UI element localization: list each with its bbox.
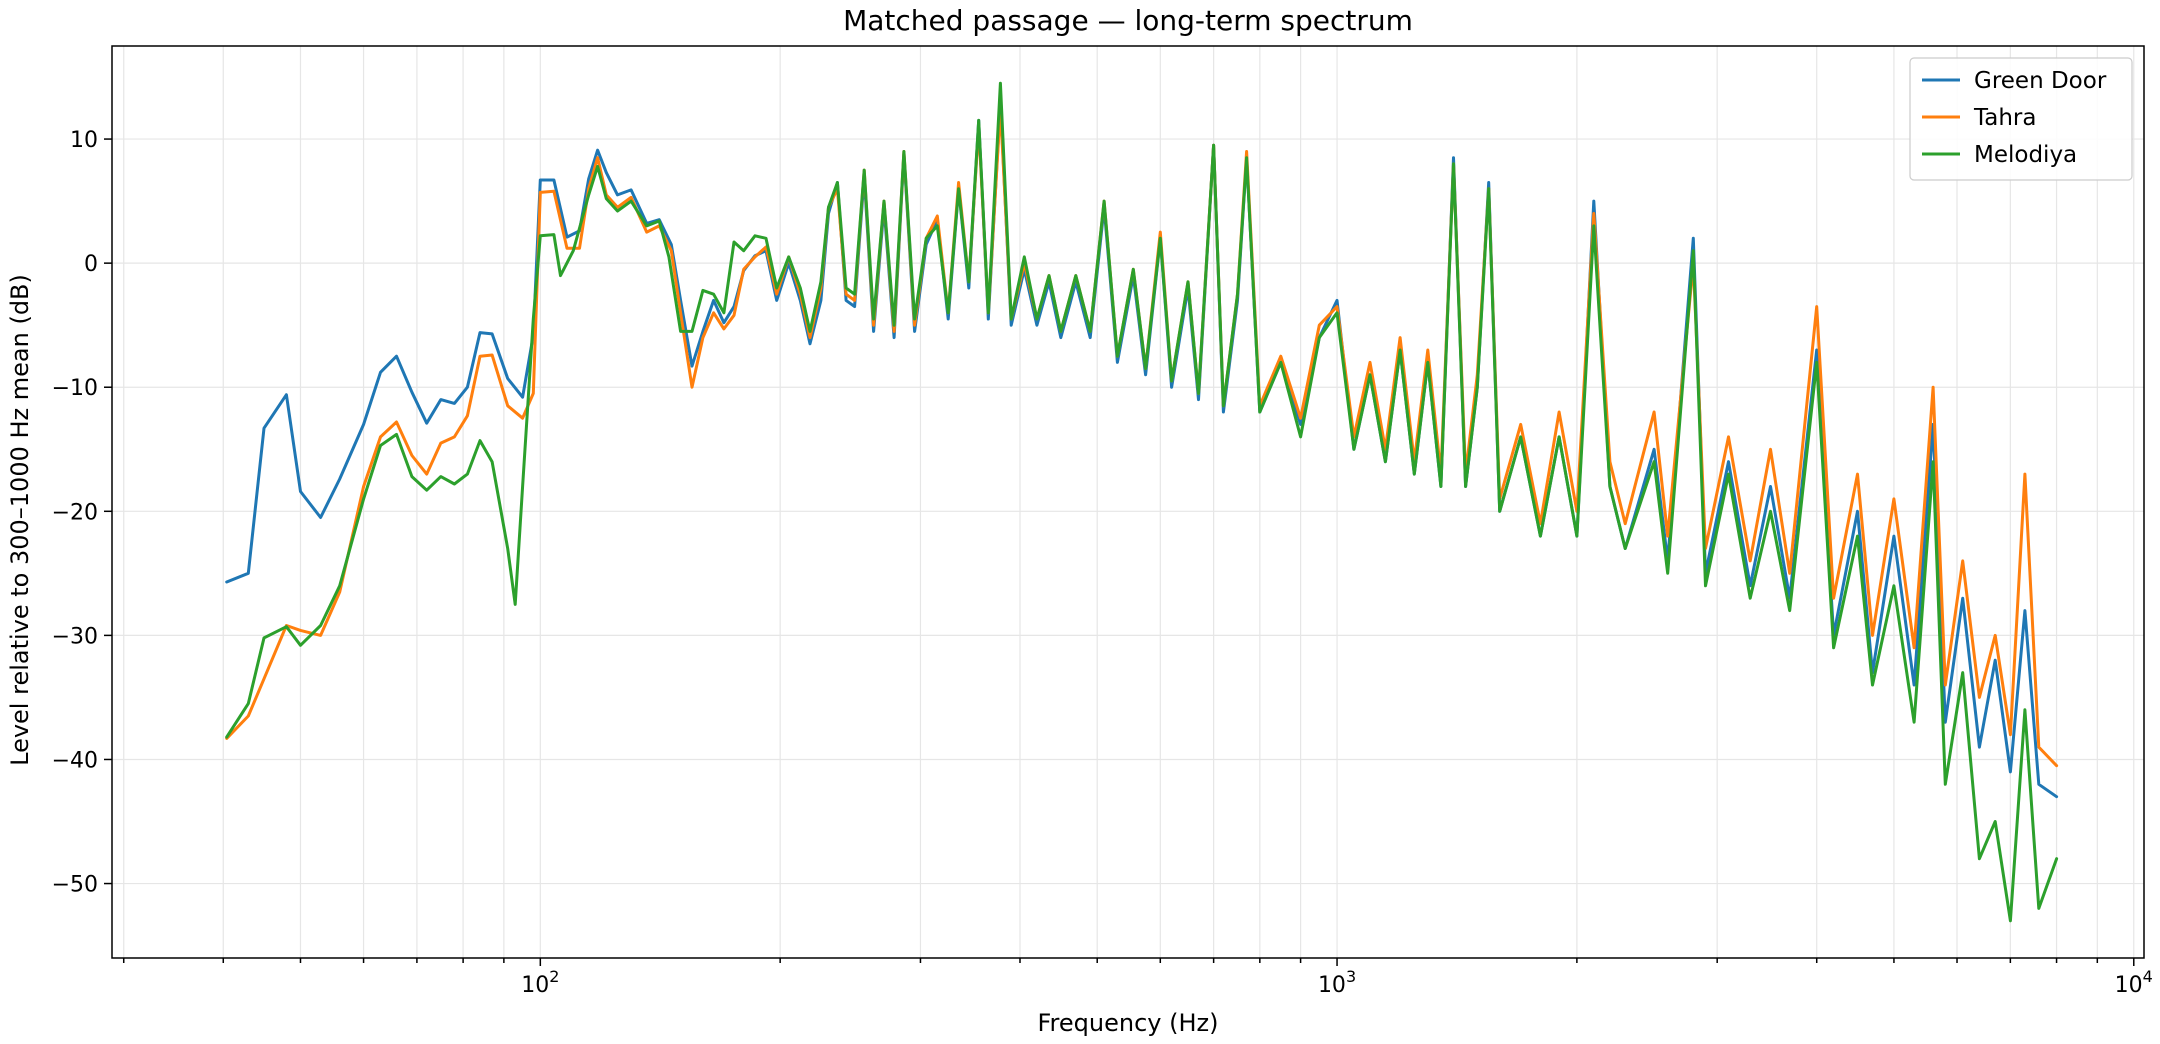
series-line-melodiya [225,81,2059,923]
legend-label: Tahra [1973,105,2036,131]
x-tick-label: 102 [521,967,559,998]
legend-label: Green Door [1974,68,2107,94]
y-tick-label: −40 [52,748,98,773]
chart-title: Matched passage — long-term spectrum [843,4,1413,37]
series-line-tahra [225,106,2059,768]
y-tick-label: 10 [70,128,98,153]
y-tick-label: −30 [52,624,98,649]
legend-label: Melodiya [1974,142,2077,168]
series-lines [225,81,2059,923]
axis-ticks: 102 103 104 10 0 −10 −20 −30 −40 −50 [52,128,2153,998]
y-tick-label: −10 [52,376,98,401]
y-tick-label: 0 [84,252,98,277]
legend: Green Door Tahra Melodiya [1909,57,2133,181]
plot-area-frame [111,45,2145,959]
y-tick-label: −20 [52,500,98,525]
x-axis-label: Frequency (Hz) [1038,1009,1219,1037]
grid [112,46,2144,958]
series-line-green-door [225,100,2059,799]
y-tick-label: −50 [52,873,98,898]
legend-box [1909,57,2133,181]
y-axis-label: Level relative to 300–1000 Hz mean (dB) [6,274,34,766]
x-tick-label: 103 [1318,967,1356,998]
x-tick-label: 104 [2115,967,2153,998]
